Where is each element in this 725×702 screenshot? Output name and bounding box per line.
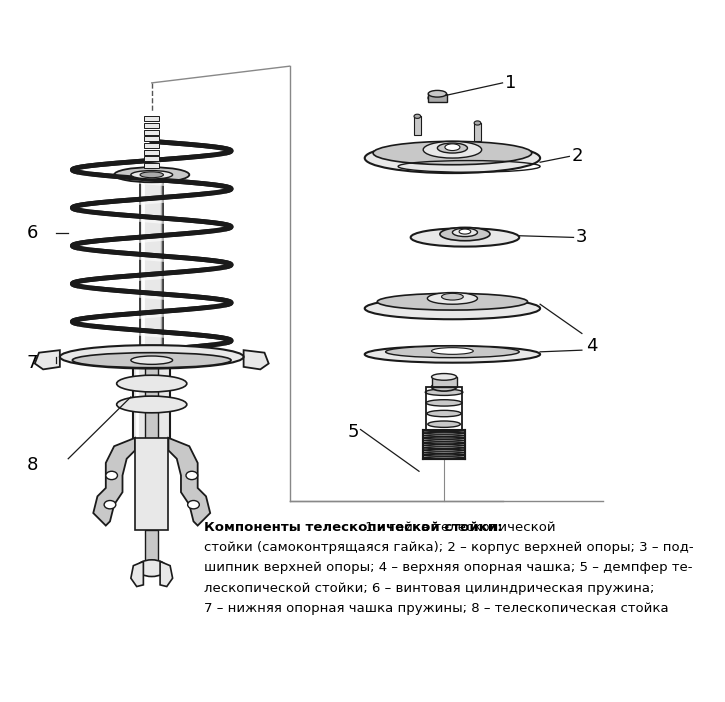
Ellipse shape	[445, 144, 460, 150]
Ellipse shape	[423, 452, 465, 453]
Bar	[428, 94, 447, 102]
Bar	[414, 117, 420, 135]
Ellipse shape	[423, 442, 465, 444]
Ellipse shape	[423, 447, 465, 449]
Text: 6: 6	[26, 224, 38, 242]
Ellipse shape	[414, 114, 420, 119]
Bar	[423, 430, 465, 458]
Bar	[144, 163, 160, 168]
Ellipse shape	[72, 352, 231, 368]
Ellipse shape	[423, 437, 465, 439]
Ellipse shape	[423, 141, 481, 158]
Ellipse shape	[427, 293, 478, 304]
Ellipse shape	[423, 439, 465, 442]
Ellipse shape	[452, 228, 478, 237]
Text: 8: 8	[26, 456, 38, 474]
Text: 5: 5	[348, 423, 360, 441]
Ellipse shape	[426, 399, 462, 406]
Ellipse shape	[423, 444, 465, 446]
Ellipse shape	[104, 501, 116, 509]
Ellipse shape	[423, 454, 465, 456]
Text: шипник верхней опоры; 4 – верхняя опорная чашка; 5 – демпфер те-: шипник верхней опоры; 4 – верхняя опорна…	[204, 562, 693, 574]
Ellipse shape	[117, 376, 187, 392]
Bar	[133, 364, 170, 442]
Ellipse shape	[365, 346, 540, 363]
Ellipse shape	[117, 396, 187, 413]
Bar	[144, 130, 160, 135]
Polygon shape	[168, 438, 210, 526]
Text: 1: 1	[505, 74, 516, 92]
Ellipse shape	[137, 559, 167, 576]
Ellipse shape	[130, 356, 173, 364]
Polygon shape	[35, 350, 60, 369]
Bar	[140, 175, 163, 359]
Text: 2: 2	[572, 147, 584, 166]
Ellipse shape	[130, 171, 173, 179]
Polygon shape	[244, 350, 269, 369]
Ellipse shape	[474, 121, 481, 125]
Ellipse shape	[423, 457, 465, 458]
Polygon shape	[130, 562, 144, 587]
Polygon shape	[160, 562, 173, 587]
Bar	[144, 150, 160, 154]
Bar	[144, 117, 160, 121]
Ellipse shape	[426, 389, 463, 395]
Bar	[144, 136, 160, 141]
Ellipse shape	[114, 167, 189, 183]
Ellipse shape	[386, 346, 519, 358]
Text: лескопической стойки; 6 – винтовая цилиндрическая пружина;: лескопической стойки; 6 – винтовая цилин…	[204, 581, 655, 595]
Text: стойки (самоконтрящаяся гайка); 2 – корпус верхней опоры; 3 – под-: стойки (самоконтрящаяся гайка); 2 – корп…	[204, 541, 694, 555]
Ellipse shape	[373, 141, 531, 165]
Ellipse shape	[186, 471, 198, 479]
Ellipse shape	[106, 471, 117, 479]
Text: 7: 7	[26, 354, 38, 371]
Polygon shape	[94, 438, 135, 526]
Ellipse shape	[431, 347, 473, 355]
Text: 1 – гайка телескопической: 1 – гайка телескопической	[360, 522, 555, 534]
Ellipse shape	[410, 228, 519, 246]
Text: 4: 4	[586, 337, 597, 355]
Ellipse shape	[427, 411, 461, 417]
Bar	[474, 123, 481, 141]
Ellipse shape	[365, 298, 540, 319]
Ellipse shape	[140, 172, 163, 178]
Ellipse shape	[431, 373, 457, 380]
Ellipse shape	[437, 143, 468, 153]
Ellipse shape	[428, 421, 460, 428]
Bar	[431, 377, 457, 387]
Text: 7 – нижняя опорная чашка пружины; 8 – телескопическая стойка: 7 – нижняя опорная чашка пружины; 8 – те…	[204, 602, 669, 614]
Bar	[145, 530, 159, 563]
Bar	[144, 157, 160, 161]
Ellipse shape	[459, 229, 471, 234]
Ellipse shape	[423, 432, 465, 434]
Ellipse shape	[442, 293, 463, 300]
Text: Компоненты телескопической стойки:: Компоненты телескопической стойки:	[204, 522, 503, 534]
Ellipse shape	[423, 430, 465, 432]
Bar	[426, 387, 463, 430]
Ellipse shape	[428, 91, 447, 97]
Text: 3: 3	[576, 228, 587, 246]
Bar	[135, 438, 168, 530]
Ellipse shape	[440, 227, 490, 241]
Bar	[145, 355, 159, 451]
Ellipse shape	[423, 449, 465, 451]
Bar	[144, 123, 160, 128]
Ellipse shape	[431, 383, 457, 391]
Ellipse shape	[60, 345, 244, 369]
Bar	[144, 143, 160, 148]
Ellipse shape	[365, 143, 540, 173]
Ellipse shape	[377, 293, 528, 310]
Ellipse shape	[188, 501, 199, 509]
Ellipse shape	[423, 435, 465, 437]
Ellipse shape	[428, 94, 447, 102]
